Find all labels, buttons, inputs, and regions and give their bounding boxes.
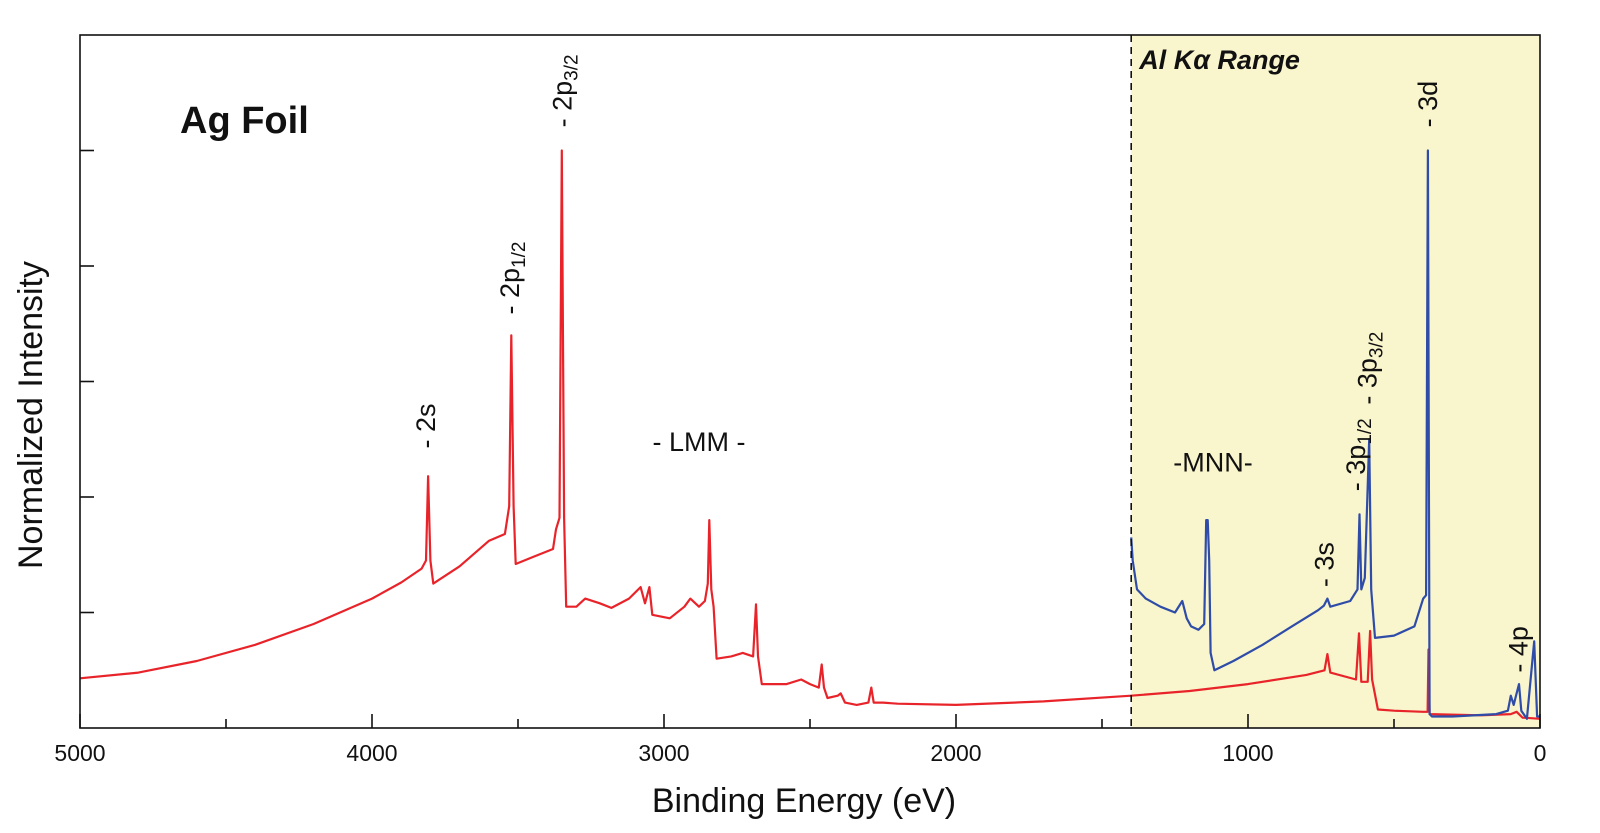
peak-annotation: - 3s	[1310, 542, 1340, 587]
x-tick-label: 5000	[54, 740, 105, 766]
y-axis-ticks	[80, 149, 94, 614]
x-tick-label: 3000	[638, 740, 689, 766]
peak-annotation: - 2p3/2	[547, 54, 582, 127]
peak-annotation: - 3p3/2	[1353, 332, 1388, 405]
peak-annotation: - 4p	[1504, 626, 1534, 673]
spectrum-series-2	[1130, 149, 1540, 720]
y-axis-label: Normalized Intensity	[12, 261, 50, 569]
spectrum-series-1	[79, 149, 1541, 720]
al-k-alpha-range-label: Al Kα Range	[1138, 45, 1300, 75]
al-k-alpha-range-background	[1131, 35, 1540, 728]
x-tick-label: 2000	[930, 740, 981, 766]
x-axis-label: Binding Energy (eV)	[652, 782, 956, 820]
peak-annotations: - 2s - 2p1/2 - 2p3/2 - LMM - -MNN- - 3s - 3p1/…	[411, 54, 1534, 672]
x-tick-label: 1000	[1222, 740, 1273, 766]
peak-annotation: -MNN-	[1173, 448, 1252, 478]
x-tick-label: 0	[1534, 740, 1547, 766]
peak-annotation: - LMM -	[653, 427, 746, 457]
peak-annotation: - 2p1/2	[495, 242, 530, 315]
x-axis-ticks: 5000 4000 3000 2000 1000 0	[54, 714, 1546, 766]
sample-label: Ag Foil	[180, 100, 309, 142]
x-tick-label: 4000	[346, 740, 397, 766]
peak-annotation: - 2s	[411, 403, 441, 448]
peak-annotation: - 3p1/2	[1341, 418, 1376, 491]
peak-annotation: - 3d	[1413, 81, 1443, 128]
series-layer	[79, 149, 1541, 720]
